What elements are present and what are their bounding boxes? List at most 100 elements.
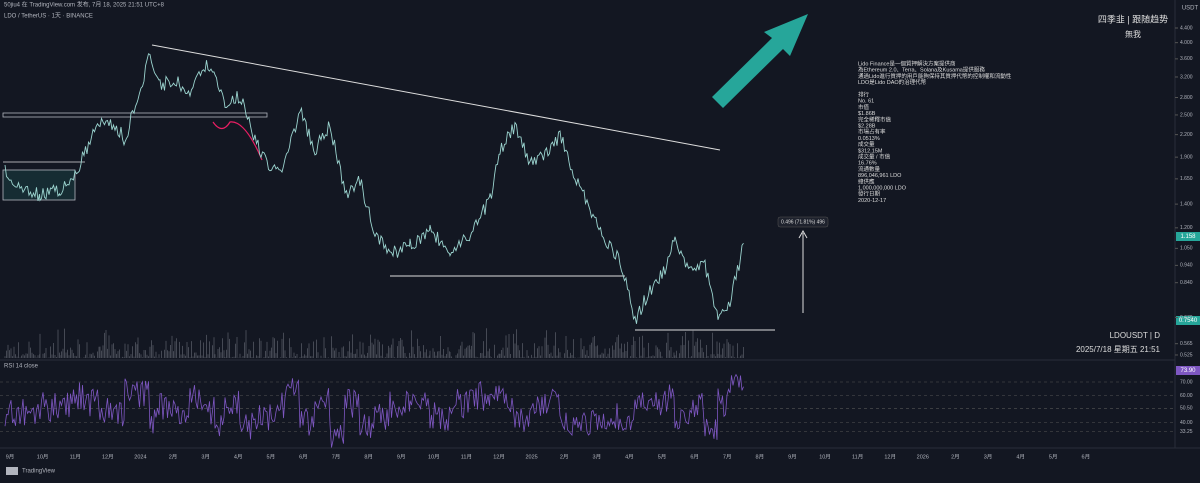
info-line: $312.15M	[858, 148, 883, 154]
projection	[212, 121, 263, 161]
info-line: 排行	[858, 90, 870, 98]
time-label: 3月	[984, 453, 993, 460]
measure-box	[777, 216, 829, 228]
time-label: 7月	[332, 453, 341, 460]
marker-price: 0.7540	[1179, 318, 1198, 324]
time-label: 6月	[690, 453, 699, 460]
rsi-tick-label: 60.00	[1180, 393, 1193, 399]
price-tick-label: 0.940	[1180, 263, 1193, 269]
rsi-tick-label: 50.50	[1180, 406, 1193, 412]
time-label: 9月	[397, 453, 406, 460]
price-tick-label: 2.500	[1180, 112, 1193, 118]
watermark-subtitle: 無我	[1125, 29, 1141, 39]
price-tick-label: 3.600	[1180, 56, 1193, 62]
price-tick-label: 0.670	[1180, 315, 1193, 321]
info-line: 發行日期	[858, 190, 881, 198]
time-label: 6月	[299, 453, 308, 460]
info-line: $1.86B	[858, 111, 876, 117]
time-label: 12月	[102, 453, 114, 460]
time-label: 2025	[525, 454, 537, 460]
time-label: 6月	[1082, 453, 1091, 460]
measure-label: 0.496 (71.81%) 496	[781, 219, 825, 225]
time-label: 2024	[134, 454, 146, 460]
volume	[4, 328, 744, 358]
watermark-datetime: 2025/7/18 星期五 21:51	[1076, 345, 1161, 354]
info-line: 市值	[858, 103, 870, 111]
info-line: 為Ethereum 2.0、Terra、Solana及Kusama提供服務	[858, 66, 985, 74]
rsi-current: 73.90	[1180, 368, 1196, 374]
time-label: 12月	[884, 453, 896, 460]
logo: TradingView	[22, 469, 56, 475]
time-label: 10月	[428, 453, 440, 460]
price-tick-label: 1.400	[1180, 201, 1193, 207]
rsi-title: RSI 14 close	[4, 364, 39, 370]
price-tick-label: 1.650	[1180, 176, 1193, 182]
unit: USDT	[1182, 6, 1199, 12]
time-label: 12月	[493, 453, 505, 460]
info-line: 成交量 / 市值	[858, 152, 891, 160]
time-label: 5月	[267, 453, 276, 460]
price-tick-label: 2.200	[1180, 132, 1193, 138]
price-tick-label: 3.200	[1180, 74, 1193, 80]
time-label: 9月	[788, 453, 797, 460]
price-tag	[1176, 232, 1200, 241]
rsi-tick-label: 70.00	[1180, 379, 1193, 385]
watermark-symbol: LDOUSDT | D	[1110, 331, 1161, 340]
price-tick-label: 4.000	[1180, 40, 1193, 46]
time-label: 4月	[625, 453, 634, 460]
time-label: 9月	[6, 453, 15, 460]
info-line: 896,046,961 LDO	[858, 173, 902, 179]
info-line: 市場占有率	[858, 128, 886, 136]
price-tick-label: 1.050	[1180, 246, 1193, 252]
symbol: LDO / TetherUS · 1天 · BINANCE	[4, 13, 93, 20]
trend-line	[151, 44, 721, 151]
info-line: No. 61	[858, 99, 874, 105]
time-label: 2月	[169, 453, 178, 460]
info-line: LDO是Lido DAO的治理代幣	[858, 78, 927, 86]
watermark-title: 四季韭 | 跟随趋势	[1098, 13, 1168, 24]
time-label: 8月	[756, 453, 765, 460]
price-tick-label: 1.900	[1180, 154, 1193, 160]
price-tick-label: 0.840	[1180, 280, 1193, 286]
info-line: 2020-12-17	[858, 198, 886, 204]
info-line: 1,000,000,000 LDO	[858, 185, 907, 191]
range-box	[2, 112, 268, 118]
time-label: 10月	[37, 453, 49, 460]
price-tag	[1176, 316, 1200, 325]
time-label: 4月	[1016, 453, 1025, 460]
publisher: 50jiu4 在 TradingView.com 发布, 7月 18, 2025…	[4, 1, 165, 9]
price-tick-label: 4.400	[1180, 25, 1193, 31]
time-label: 11月	[852, 453, 863, 460]
time-label: 5月	[1049, 453, 1058, 460]
time-label: 8月	[364, 453, 373, 460]
info-line: 總供應	[858, 177, 875, 185]
info-line: 16.76%	[858, 161, 877, 167]
rsi-tag	[1176, 366, 1200, 375]
info-line: $2.28B	[858, 123, 876, 129]
info-line: 通過Lido進行質押的用戶能夠保持其質押代幣的控制權和流動性	[858, 72, 1012, 80]
time-label: 11月	[70, 453, 81, 460]
info-line: 流通數量	[858, 165, 881, 173]
big-arrow	[712, 14, 808, 108]
time-label: 5月	[658, 453, 667, 460]
time-label: 10月	[819, 453, 831, 460]
price-tick-label: 1.200	[1180, 225, 1193, 231]
time-label: 2026	[917, 454, 929, 460]
price-tick-label: 0.565	[1180, 341, 1193, 347]
measure-arrow-head	[798, 229, 808, 239]
info-line: 0.0513%	[858, 136, 880, 142]
info-line: Lido Finance是一個質押解決方案提供商	[858, 59, 956, 67]
rsi-tick-label: 33.25	[1180, 429, 1193, 435]
rsi-tick-label: 40.00	[1180, 420, 1193, 426]
price-tick-label: 0.525	[1180, 352, 1193, 358]
info-line: 完全稀釋市值	[858, 115, 892, 123]
time-label: 7月	[723, 453, 732, 460]
time-label: 2月	[951, 453, 960, 460]
logo-icon	[6, 467, 18, 475]
current-price: 1.158	[1180, 234, 1196, 240]
price-candles	[4, 53, 744, 324]
